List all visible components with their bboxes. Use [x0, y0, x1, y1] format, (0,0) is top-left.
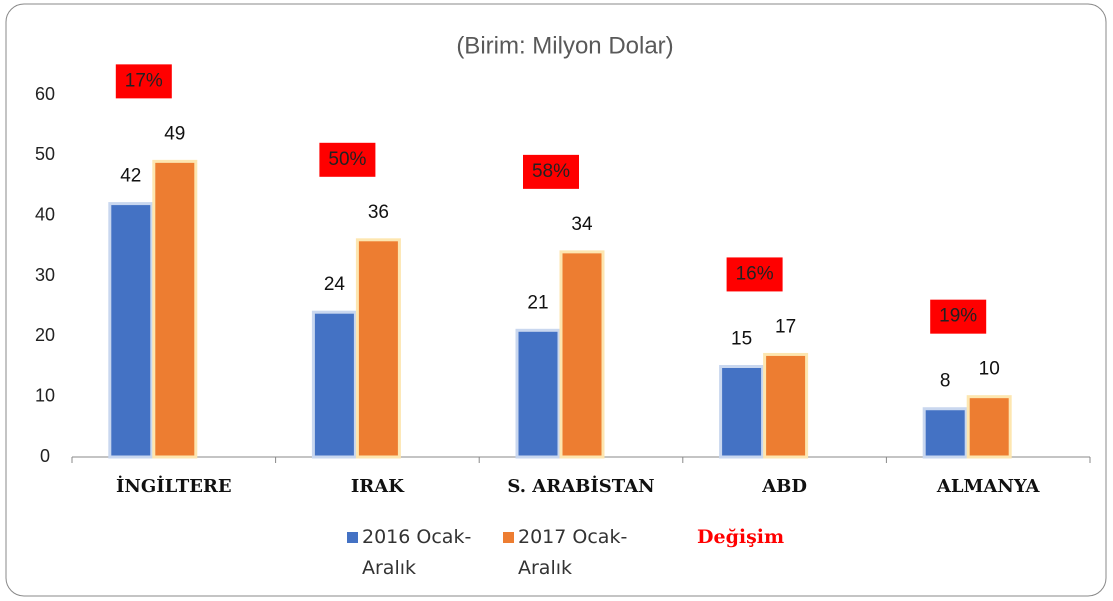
x-tick-label: ALMANYA [936, 476, 1041, 497]
data-label: 42 [120, 166, 141, 187]
change-box [726, 257, 783, 292]
data-label: 24 [324, 274, 346, 295]
change-label: 58% [532, 161, 570, 182]
chart-frame [5, 3, 1107, 597]
y-tick-label: 20 [35, 325, 55, 345]
change-label: 16% [736, 263, 774, 284]
change-box [115, 64, 172, 99]
legend-label: 2017 Ocak-Aralık [518, 526, 628, 579]
data-label: 10 [979, 359, 1000, 380]
change-box [319, 142, 376, 177]
bar [108, 202, 154, 459]
x-tick-label: IRAK [351, 476, 405, 497]
x-tick-label: ABD [761, 476, 807, 497]
y-tick-label: 40 [35, 204, 55, 224]
change-box [523, 154, 579, 189]
x-tick-label: İNGİLTERE [116, 474, 232, 497]
y-tick-label: 10 [35, 385, 55, 405]
change-label: 19% [939, 306, 977, 327]
legend-label: 2016 Ocak-Aralık [362, 526, 472, 579]
bar [719, 365, 765, 459]
y-tick-label: 0 [40, 446, 50, 466]
bar [355, 238, 401, 459]
change-box [930, 299, 987, 334]
data-label: 21 [527, 292, 548, 313]
y-tick-label: 50 [35, 144, 55, 164]
data-label: 17 [775, 316, 796, 337]
data-label: 49 [164, 123, 185, 144]
x-tick-label: S. ARABİSTAN [507, 474, 654, 497]
bar [515, 328, 561, 459]
legend-label: Değişim [697, 526, 785, 548]
legend-swatch [503, 532, 514, 543]
data-label: 34 [571, 214, 593, 235]
data-label: 36 [368, 202, 389, 223]
bar [311, 310, 357, 459]
bar [922, 407, 968, 459]
chart-title: (Birim: Milyon Dolar) [456, 32, 673, 59]
change-label: 17% [125, 70, 163, 91]
bar [763, 352, 809, 459]
legend-swatch [347, 532, 358, 543]
y-tick-label: 30 [35, 265, 55, 285]
bar [559, 250, 605, 459]
bar [152, 159, 198, 459]
data-label: 15 [731, 329, 752, 350]
change-label: 50% [328, 149, 366, 170]
bar [966, 395, 1012, 459]
y-tick-label: 60 [35, 84, 55, 104]
data-label: 8 [940, 371, 951, 392]
